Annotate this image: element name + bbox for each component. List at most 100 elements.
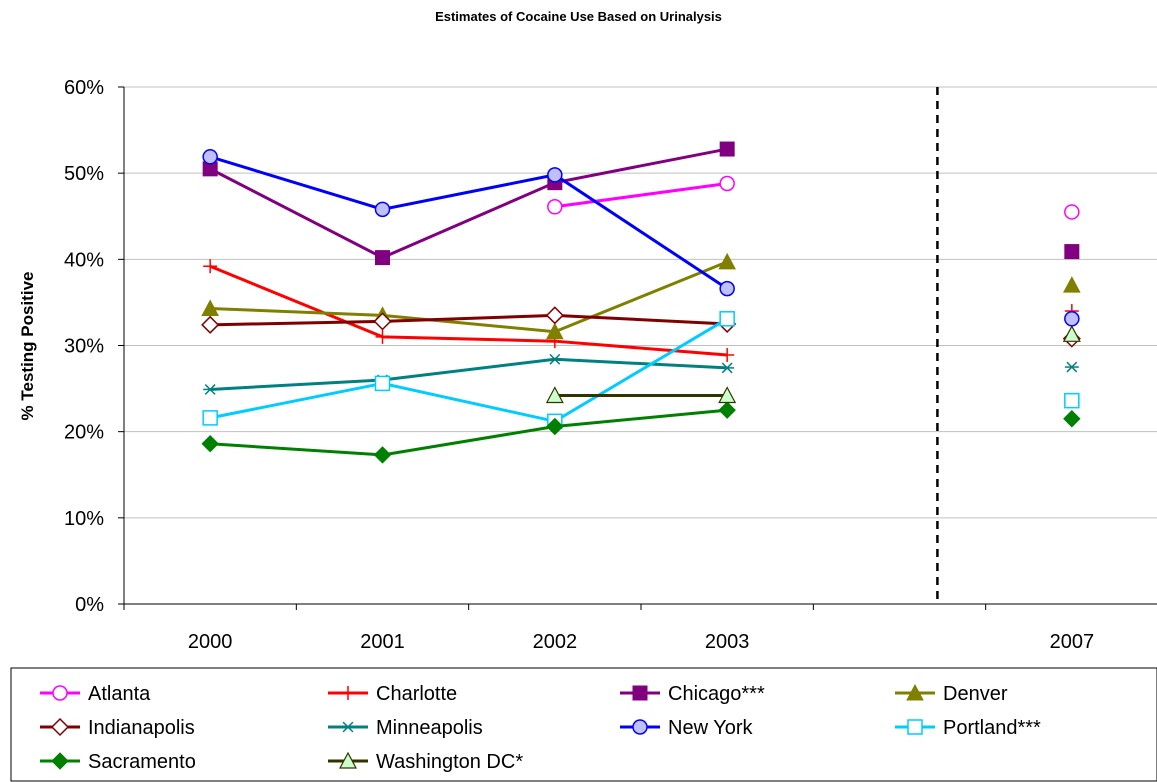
y-tick-label: 60% [64, 77, 104, 99]
data-point [1062, 325, 1081, 342]
data-point [373, 446, 392, 464]
data-point [720, 362, 735, 374]
x-tick-label: 2000 [188, 631, 233, 653]
data-point [547, 353, 562, 365]
y-tick-label: 10% [64, 508, 104, 530]
series-line [209, 264, 728, 357]
data-point [201, 435, 219, 453]
legend-label: Denver [943, 683, 1008, 705]
legend-label: Portland*** [943, 717, 1041, 739]
data-point [546, 417, 564, 436]
legend-marker [339, 751, 357, 769]
gridlines [124, 86, 1157, 519]
legend-box [10, 667, 1157, 782]
series-denver [201, 252, 1081, 340]
data-point [201, 315, 220, 334]
legend-marker [341, 721, 355, 733]
legend-item-chicago: Chicago*** [620, 683, 765, 705]
legend-item-minneapolis: Minneapolis [328, 717, 483, 739]
data-point [545, 386, 564, 404]
series-chicago [202, 141, 1080, 266]
data-point [1063, 276, 1081, 293]
series-lines [201, 141, 1081, 464]
data-point [1064, 244, 1080, 260]
legend-marker [51, 752, 69, 770]
legend-marker [632, 685, 648, 701]
y-tick-label: 20% [64, 422, 104, 444]
data-point [373, 312, 392, 331]
data-point [719, 141, 735, 157]
legend-marker [341, 686, 355, 700]
data-point [1064, 204, 1080, 220]
data-point [720, 347, 735, 362]
x-tick-label: 2002 [533, 631, 578, 653]
data-point [202, 410, 218, 426]
series-line [210, 357, 728, 391]
data-point [718, 386, 737, 404]
data-point [203, 259, 218, 274]
series-portland [202, 311, 1080, 430]
legend-item-denver: Denver [895, 683, 1008, 705]
data-point [545, 322, 564, 340]
legend-item-sacramento: Sacramento [40, 751, 196, 773]
legend-label: Charlotte [376, 683, 457, 705]
series-line [554, 182, 728, 209]
data-point [719, 311, 735, 327]
series-line [210, 260, 728, 334]
axis-labels: 0% 10% 20% 30% 40% 50% 60% 2000 2001 2002 2003 2007 [64, 77, 1094, 653]
legend-marker [906, 683, 924, 701]
legend-label: Atlanta [88, 683, 151, 705]
data-point [1063, 410, 1081, 428]
legend-marker [632, 719, 648, 735]
series-line [209, 155, 728, 290]
legend-item-washington-dc: Washington DC* [328, 751, 523, 773]
data-point [719, 280, 735, 297]
data-point [375, 329, 390, 344]
x-tick-label: 2003 [705, 631, 750, 653]
legend-label: Washington DC* [376, 751, 523, 773]
data-point [1064, 392, 1080, 409]
legend-marker [52, 685, 68, 701]
data-point [201, 299, 220, 316]
legend-item-portland: Portland*** [895, 717, 1041, 739]
y-tick-label: 40% [64, 249, 104, 271]
series-atlanta [547, 175, 1080, 220]
legend-label: Minneapolis [376, 717, 483, 739]
series-minneapolis [203, 353, 1079, 395]
axes [118, 86, 1157, 610]
legend-item-indianapolis: Indianapolis [40, 717, 195, 739]
legend-item-new-york: New York [620, 717, 753, 739]
y-tick-label: 30% [64, 336, 104, 358]
x-tick-label: 2001 [360, 631, 405, 653]
legend-item-atlanta: Atlanta [40, 683, 151, 705]
data-point [718, 252, 737, 270]
data-point [374, 201, 391, 218]
data-point [374, 375, 391, 392]
series-washington-dc [545, 325, 1081, 404]
data-point [719, 175, 735, 192]
legend-label: Chicago*** [668, 683, 765, 705]
data-point [545, 306, 564, 325]
data-point [547, 199, 563, 215]
series-sacramento [201, 401, 1081, 464]
data-point [203, 384, 218, 395]
legend-label: Indianapolis [88, 717, 195, 739]
x-tick-label: 2007 [1050, 631, 1095, 653]
legend-marker [907, 719, 923, 735]
series-line [210, 408, 728, 457]
legend-label: Sacramento [88, 751, 196, 773]
series-line [209, 317, 728, 423]
series-new-york [202, 149, 1080, 327]
series-charlotte [203, 259, 1079, 362]
data-point [547, 167, 563, 183]
data-point [718, 401, 736, 419]
data-point [202, 149, 218, 165]
y-axis-title: % Testing Positive [18, 272, 37, 421]
chart-title: Estimates of Cocaine Use Based on Urinal… [435, 9, 722, 24]
series-line [210, 313, 728, 327]
y-tick-label: 50% [64, 163, 104, 185]
legend-marker [50, 717, 70, 737]
y-tick-label: 0% [75, 594, 104, 616]
legend-item-charlotte: Charlotte [328, 683, 457, 705]
